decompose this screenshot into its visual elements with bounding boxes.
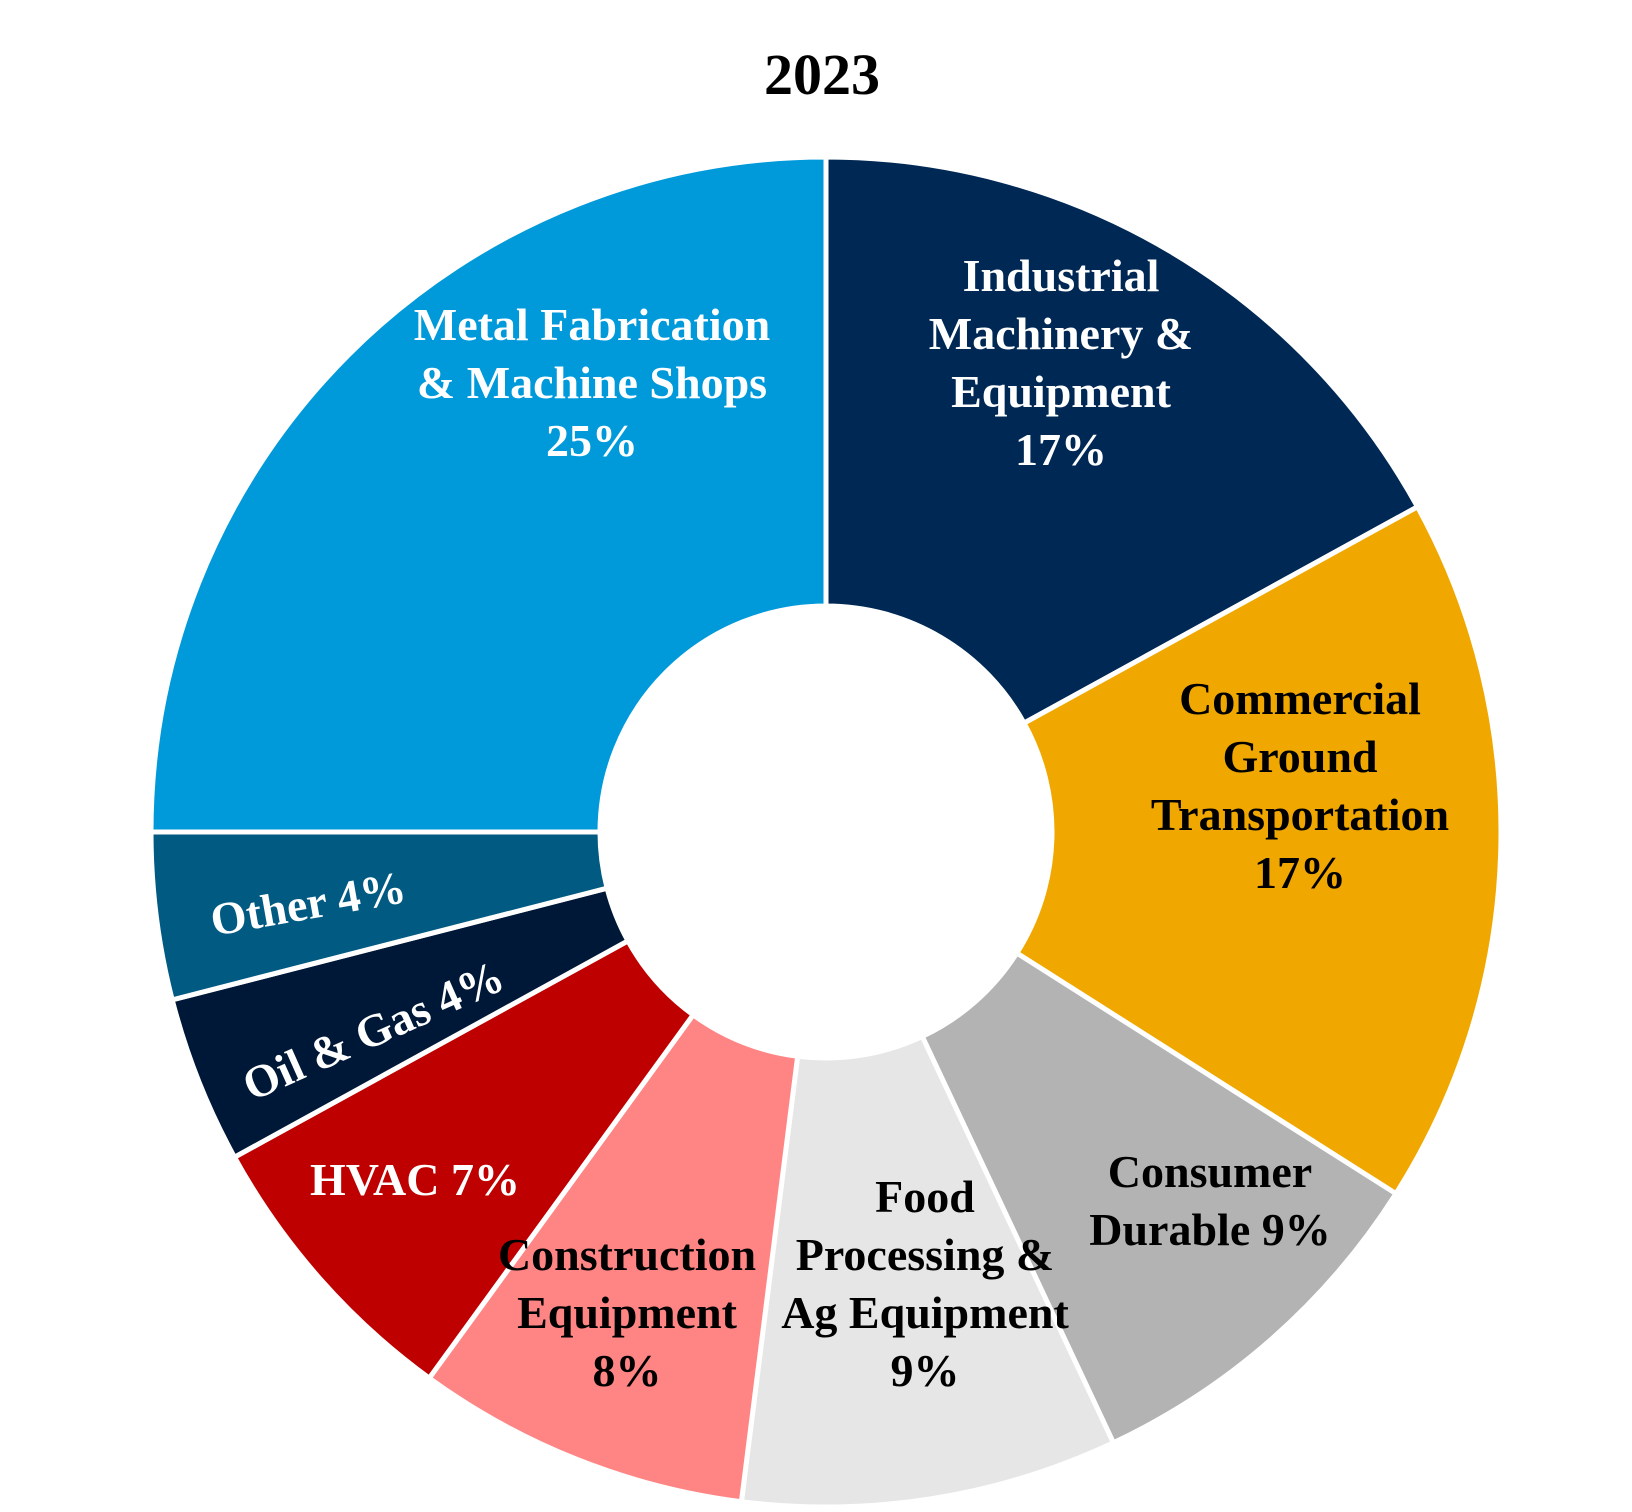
slice-label-line: 17% (1254, 847, 1346, 898)
slice-hvac (231, 937, 697, 1382)
slice-label: Consumer Durable 9% (1089, 1146, 1331, 1255)
slice-label: Construction Equipment 8% (498, 1229, 756, 1396)
slice-label-line: 25% (546, 415, 638, 466)
slice-label-line: Equipment (951, 366, 1172, 417)
slice-consumer-durable (918, 949, 1400, 1447)
slice-label-line: Processing & (796, 1229, 1055, 1280)
slice-label-line: Consumer (1108, 1146, 1312, 1197)
slice-label: Food Processing & Ag Equipment 9% (781, 1171, 1069, 1396)
slice-label-line: Commercial (1179, 673, 1421, 724)
slice-label-line: Food (875, 1171, 975, 1222)
slice-label-line: Industrial (963, 250, 1160, 301)
slice-label: HVAC 7% (310, 1154, 520, 1205)
slice-label-line: HVAC 7% (310, 1154, 520, 1205)
slice-label: Commercial Ground Transportation 17% (1151, 673, 1449, 898)
slice-commercial-ground-transportation (1013, 503, 1504, 1198)
slice-label-line: Durable 9% (1089, 1204, 1331, 1255)
slice-label: Industrial Machinery & Equipment 17% (929, 250, 1193, 475)
slice-construction-equipment (425, 1011, 801, 1505)
slice-label-line: 17% (1015, 424, 1107, 475)
slice-label-line: 9% (891, 1345, 960, 1396)
slice-label-line: Ag Equipment (781, 1287, 1069, 1338)
slice-food-processing-ag-equipment (738, 1033, 1117, 1510)
slice-label-line: Metal Fabrication (414, 299, 770, 350)
slice-metal-fabrication-machine-shops (148, 154, 829, 835)
slice-label-line: Transportation (1151, 789, 1449, 840)
chart-title: 2023 (764, 42, 880, 107)
slice-group (148, 154, 1504, 1510)
slice-label-line: Equipment (517, 1287, 738, 1338)
slice-label-line: & Machine Shops (417, 357, 767, 408)
slice-label-line: Construction (498, 1229, 756, 1280)
slice-label-line: Ground (1222, 731, 1378, 782)
slice-industrial-machinery-equipment (823, 154, 1421, 727)
slice-label-line: Machinery & (929, 308, 1193, 359)
slice-label-line: 8% (593, 1345, 662, 1396)
slice-label: Metal Fabrication & Machine Shops 25% (414, 299, 770, 466)
